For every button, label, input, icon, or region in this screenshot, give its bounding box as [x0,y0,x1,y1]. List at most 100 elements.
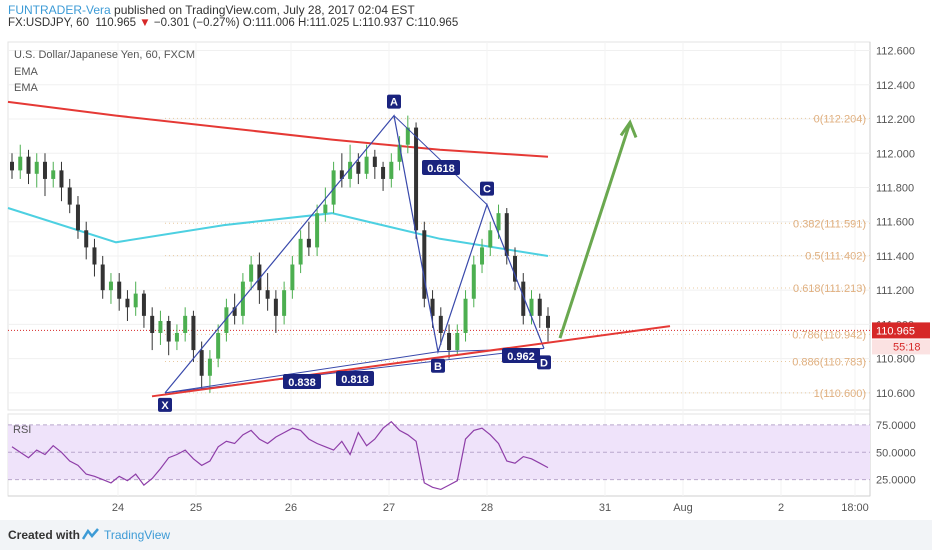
rsi-tick: 25.0000 [876,475,916,487]
rsi-label: RSI [13,424,31,436]
candle-body [84,230,89,248]
candle-body [290,264,295,291]
price-tick: 111.200 [876,285,914,297]
candle-body [273,298,278,316]
candle-body [331,170,336,205]
point-badge [387,94,401,109]
current-price-value: 110.965 [876,325,915,337]
ratio-label: 0.962 [507,351,535,363]
point-badge [537,355,551,370]
ema-legend-2: EMA [14,82,39,94]
ratio-badge [283,374,321,389]
ratio-badge [422,160,460,175]
rsi-line [11,420,549,491]
candle-body [18,156,23,171]
candle-body [480,247,485,265]
candle-body [372,156,377,167]
candle-body [438,315,443,333]
countdown-value: 55:18 [893,341,921,353]
point-badge [480,181,494,196]
candle-body [463,298,468,333]
footer: Created with TradingView [0,520,932,550]
fib-label: 0.382(111.591) [793,218,866,230]
candle-body [282,290,287,316]
candle-body [339,170,344,179]
candle-body [191,315,196,351]
candle-body [323,204,328,214]
time-tick: 27 [383,502,395,514]
point-label: X [161,400,169,412]
time-tick: 24 [112,502,124,514]
candle-body [348,161,353,179]
candle-body [430,298,435,316]
candle-body [257,264,262,291]
candle-body [92,247,97,265]
candle-body [141,293,146,316]
tradingview-logo-icon [81,527,100,541]
rsi-tick: 75.0000 [876,420,916,432]
price-tick: 112.200 [876,114,915,126]
price-tick: 111.600 [876,217,914,229]
time-tick: 18:00 [841,502,869,514]
candle-body [306,238,311,248]
candle-body [108,281,113,291]
ema-cyan-line [7,207,549,257]
candle-body [158,320,163,333]
candle-body [513,255,518,282]
rsi-tick: 50.0000 [876,447,916,459]
candle-body [546,315,550,328]
candle-body [216,332,221,359]
countdown-badge [872,339,930,355]
created-with-label: Created with [8,528,81,542]
candle-body [265,290,270,299]
candle-body [521,281,526,316]
ema-lines [7,100,549,257]
main-pane-frame [7,41,871,411]
candle-body [422,230,427,299]
symbol-info: FX:USDJPY, 60 110.965 ▼ −0.301 (−0.27%) … [8,17,458,29]
tradingview-brand[interactable]: TradingView [104,528,171,542]
candle-body [59,170,64,188]
candle-body [183,315,188,333]
candle-body [364,156,369,174]
point-label: A [390,97,398,109]
candle-body [529,298,534,316]
candle-body [117,281,122,299]
ratio-label: 0.618 [427,163,455,175]
change-value: −0.301 (−0.27%) [153,17,240,29]
down-arrow-icon: ▼ [139,17,151,29]
harmonic-pattern: X A B C D 0.618 0.838 0.818 0.962 [151,94,671,412]
candle-body [414,127,419,231]
support-trendline [151,325,671,398]
point-label: D [540,357,548,369]
point-label: C [483,184,491,196]
publish-info: FUNTRADER-Vera published on TradingView.… [8,3,415,17]
candles [10,115,550,393]
price-tick: 111.400 [876,251,914,263]
price-tick: 112.600 [876,46,915,58]
candle-body [405,127,410,145]
last-price: 110.965 [95,17,137,29]
target-arrow-shaft [558,121,632,339]
candle-body [133,293,138,308]
candle-body [199,350,204,376]
fib-label: 0(112.204) [814,113,866,125]
ratio-label: 0.838 [288,377,316,389]
time-tick: 2 [778,502,784,514]
price-tick: 111.800 [876,182,914,194]
candle-body [224,307,229,333]
candle-body [455,332,460,351]
point-label: B [434,361,442,373]
target-arrow-head [619,119,638,139]
point-badge [431,358,445,373]
candle-body [298,238,303,265]
candle-body [166,320,171,342]
candle-body [34,161,39,174]
price-chart[interactable]: 0(112.204) 0.382(111.591) 0.5(111.402) 0.61… [0,0,932,520]
rsi-indicator: 75.0000 50.0000 25.0000 [8,420,916,491]
ohlc-values: O:111.006 H:111.025 L:110.937 C:110.965 [242,17,459,29]
price-tick: 110.600 [876,388,915,400]
current-price-badge [872,322,930,339]
publish-text: published on TradingView.com, July 28, 2… [110,3,415,17]
author-link[interactable]: FUNTRADER-Vera [8,3,111,17]
